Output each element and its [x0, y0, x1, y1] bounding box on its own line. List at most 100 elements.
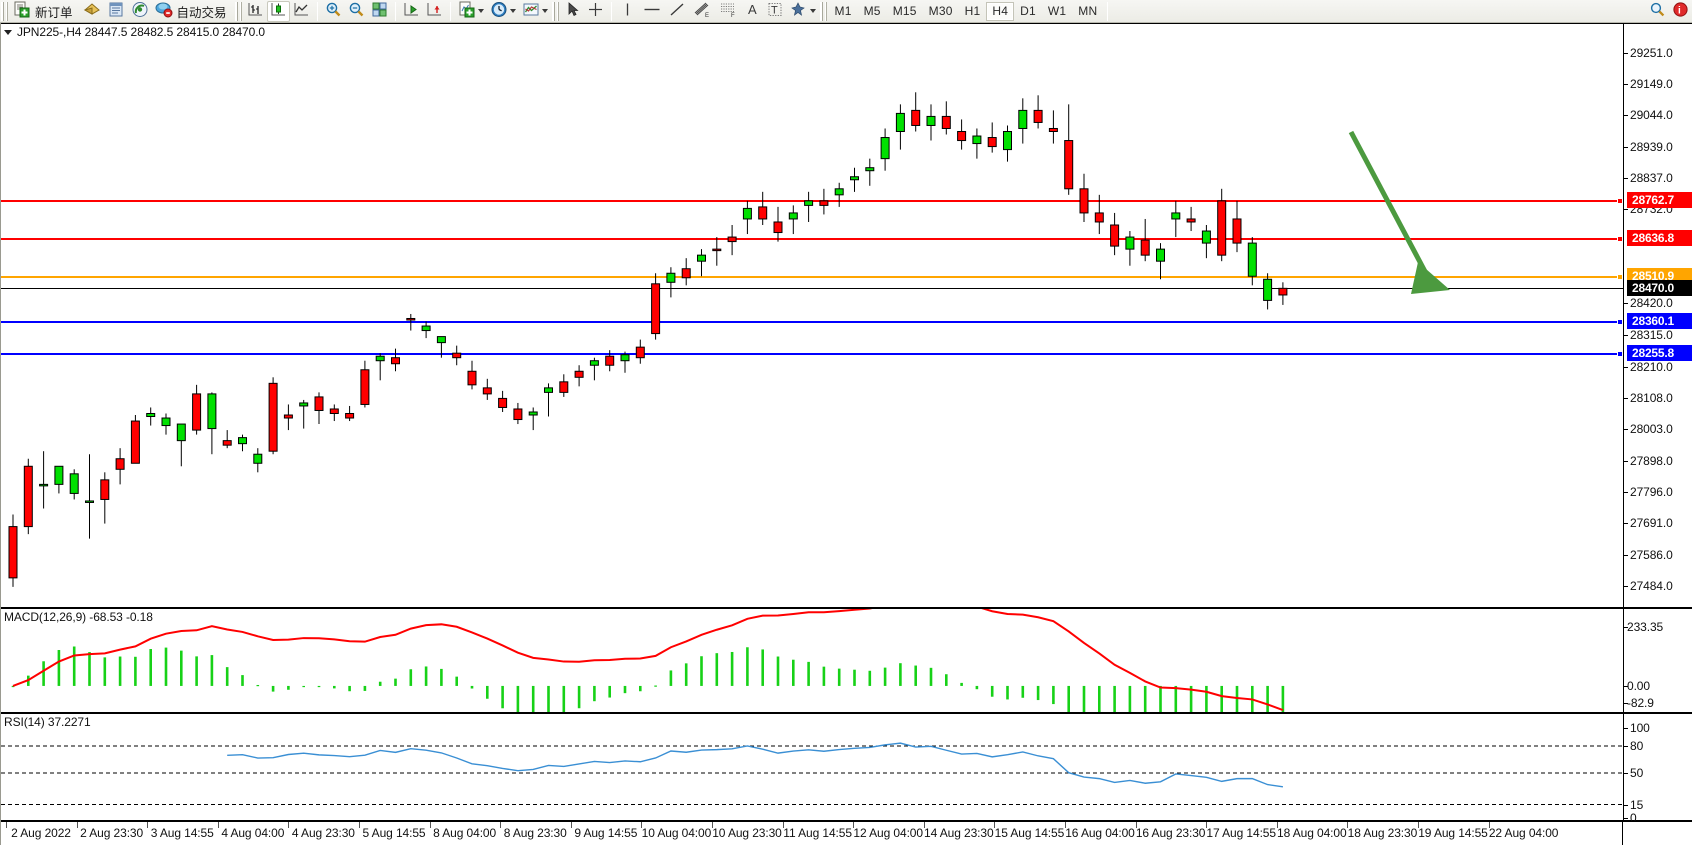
timeframe-h4[interactable]: H4 — [986, 1, 1015, 21]
toolbar-separator-2 — [394, 1, 396, 21]
price-pane[interactable]: JPN225-,H4 28447.5 28482.5 28415.0 28470… — [1, 23, 1692, 608]
data-window-button[interactable] — [104, 1, 128, 22]
rsi-tick-label: 15 — [1630, 797, 1644, 812]
shapes-button[interactable] — [787, 1, 819, 22]
time-axis-label: 12 Aug 04:00 — [853, 826, 923, 840]
price-tick-mark — [1624, 146, 1628, 148]
fibonacci-button[interactable]: F — [715, 1, 741, 22]
time-axis-label: 14 Aug 23:30 — [924, 826, 994, 840]
time-axis-tick — [1418, 822, 1419, 828]
bar-chart-icon — [247, 1, 264, 21]
macd-series-layer — [11, 609, 1285, 712]
trendline-icon — [668, 1, 686, 21]
price-tick-label: 27484.0 — [1630, 578, 1673, 593]
price-line-anchor[interactable] — [1617, 236, 1623, 243]
price-line-stroke — [1, 275, 1623, 278]
price-tick-label: 28420.0 — [1630, 296, 1673, 311]
price-tick-mark — [1624, 115, 1628, 117]
time-axis[interactable]: 2 Aug 2022 2 Aug 23:30 3 Aug 14:55 4 Aug 04… — [1, 821, 1692, 844]
cursor-button[interactable] — [561, 1, 584, 22]
timeframe-d1[interactable]: D1 — [1020, 4, 1036, 18]
timeframe-h1[interactable]: H1 — [964, 4, 981, 18]
toolbar-grip-2[interactable] — [234, 1, 242, 21]
downtrend-arrow-annotation[interactable] — [1, 24, 1623, 607]
chart-area[interactable]: JPN225-,H4 28447.5 28482.5 28415.0 28470… — [0, 23, 1692, 845]
timeframe-m30[interactable]: M30 — [928, 4, 953, 18]
autotrading-button[interactable]: 自动交易 — [152, 1, 234, 22]
bar-chart-button[interactable] — [244, 1, 267, 22]
trendline-button[interactable] — [665, 1, 689, 22]
new-order-button[interactable]: 新订单 — [10, 1, 80, 22]
toolbar-grip-4[interactable] — [819, 1, 827, 21]
indicators-dropdown-caret[interactable] — [477, 9, 484, 13]
candlestick-chart-button[interactable] — [266, 0, 290, 22]
svg-text:F: F — [731, 13, 735, 18]
time-axis-tick — [359, 822, 360, 828]
period-button[interactable] — [487, 1, 519, 22]
zoom-out-icon — [348, 1, 365, 21]
price-line-anchor[interactable] — [1617, 350, 1623, 357]
price-line-anchor[interactable] — [1617, 273, 1623, 280]
price-plot[interactable] — [1, 24, 1692, 607]
price-tick-label: 27796.0 — [1630, 484, 1673, 499]
zoom-in-icon — [325, 1, 342, 21]
price-candles-layer — [8, 92, 1288, 587]
time-axis-tick — [147, 822, 149, 828]
tile-windows-button[interactable] — [368, 1, 391, 22]
line-chart-button[interactable] — [290, 1, 313, 22]
navigator-button[interactable] — [128, 1, 152, 22]
price-tick-mark — [1624, 585, 1628, 587]
autotrading-label: 自动交易 — [176, 5, 227, 20]
help-button[interactable]: i — [1669, 1, 1692, 22]
toolbar-grip-1[interactable] — [1, 1, 8, 21]
new-order-label: 新订单 — [35, 5, 73, 20]
macd-scale[interactable]: 233.35 0.00 -82.9 — [1623, 609, 1692, 712]
price-line-anchor[interactable] — [1617, 319, 1623, 326]
time-axis-tick — [712, 822, 713, 828]
price-line-anchor[interactable] — [1617, 198, 1623, 205]
timeframe-m15[interactable]: M15 — [892, 4, 917, 18]
rsi-scale[interactable]: 100 80 50 15 0 — [1623, 714, 1692, 825]
macd-pane[interactable]: MACD(12,26,9) -68.53 -0.18 233.35 0.00 -82… — [1, 608, 1692, 713]
text-button[interactable]: A — [741, 1, 764, 22]
toolbar-separator-1 — [316, 1, 318, 21]
time-axis-label: 18 Aug 23:30 — [1347, 826, 1418, 840]
auto-scroll-button[interactable] — [400, 1, 423, 22]
templates-dropdown-caret[interactable] — [541, 9, 548, 13]
crosshair-button[interactable] — [584, 1, 607, 22]
timeframe-w1[interactable]: W1 — [1047, 4, 1067, 18]
time-axis-tick — [782, 822, 784, 828]
vertical-line-button[interactable] — [616, 1, 639, 22]
toolbar-grip-3[interactable] — [551, 1, 559, 21]
rsi-pane[interactable]: RSI(14) 37.2271 100 80 50 15 0 — [1, 713, 1692, 825]
price-tick-mark — [1624, 209, 1628, 211]
rsi-tick-label: 50 — [1630, 766, 1644, 780]
time-axis-tick — [570, 822, 572, 828]
collapse-triangle-icon[interactable] — [4, 30, 12, 36]
price-tick-label: 29251.0 — [1630, 45, 1673, 60]
rsi-tick-mark — [1624, 773, 1628, 774]
timeframe-mn[interactable]: MN — [1078, 4, 1098, 18]
shapes-dropdown-caret[interactable] — [809, 9, 816, 13]
new-order-icon — [13, 1, 31, 21]
chart-shift-button[interactable] — [423, 1, 446, 22]
rsi-tick-mark — [1624, 728, 1628, 729]
price-tick-label: 27691.0 — [1630, 516, 1673, 531]
price-line-stroke — [1, 200, 1623, 203]
equidistant-channel-button[interactable]: E — [689, 1, 715, 22]
indicators-button[interactable] — [455, 1, 487, 22]
macd-plot[interactable] — [1, 609, 1692, 712]
timeframe-m5[interactable]: M5 — [863, 4, 881, 18]
price-tick-mark — [1624, 303, 1628, 305]
period-dropdown-caret[interactable] — [509, 9, 516, 13]
zoom-out-button[interactable] — [345, 1, 368, 22]
timeframe-m1[interactable]: M1 — [834, 4, 852, 18]
templates-button[interactable] — [519, 1, 551, 22]
search-button[interactable] — [1646, 1, 1669, 22]
zoom-in-button[interactable] — [322, 1, 345, 22]
horizontal-line-button[interactable] — [639, 1, 665, 22]
text-label-button[interactable]: T — [764, 1, 787, 22]
expert-advisors-button[interactable] — [80, 1, 104, 22]
rsi-plot[interactable] — [1, 714, 1692, 820]
price-tick-mark — [1624, 460, 1628, 462]
